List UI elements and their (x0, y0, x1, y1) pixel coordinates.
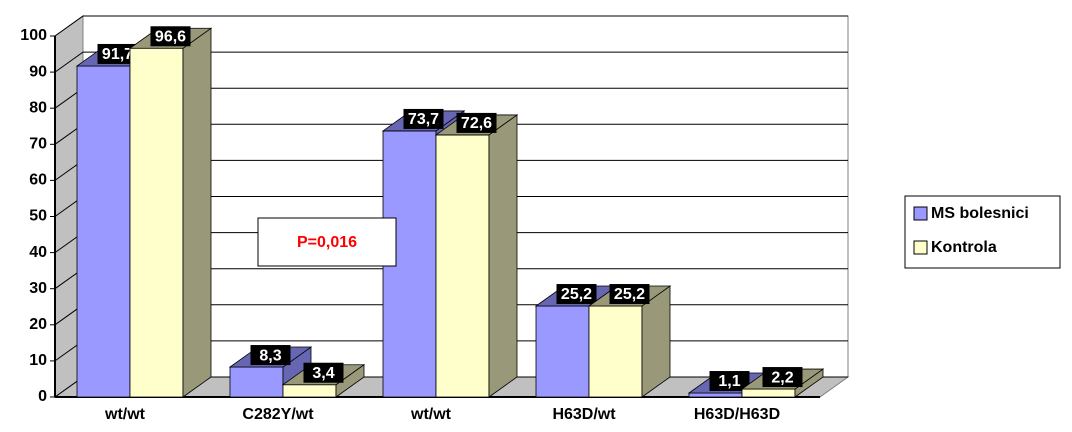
value-label-bg (97, 43, 138, 64)
bar (281, 363, 366, 398)
bar-side (488, 114, 518, 398)
value-label: 1,1 (718, 373, 740, 390)
bar-front (435, 134, 490, 398)
value-label: 91,7 (102, 46, 133, 63)
legend-swatch (913, 206, 928, 221)
value-label: 73,7 (408, 111, 439, 128)
bar-front (741, 388, 796, 398)
bar-front (129, 47, 184, 398)
value-label-bg (709, 371, 750, 392)
x-tick-label: wt/wt (104, 406, 146, 423)
bar-front (229, 366, 284, 398)
y-tick-label: 50 (29, 208, 47, 225)
value-label: 96,6 (155, 28, 186, 45)
legend-swatch (913, 240, 928, 255)
grid-line (54, 15, 848, 37)
annotation: P=0,016 (297, 234, 357, 251)
grid-line (54, 51, 848, 73)
value-label: 2,2 (771, 369, 793, 386)
y-tick-label: 0 (38, 388, 47, 405)
x-tick-label: C282Y/wt (242, 406, 314, 423)
value-label-bg (556, 284, 597, 305)
bar (128, 27, 213, 398)
x-tick-label: H63D/H63D (694, 406, 780, 423)
y-tick-label: 20 (29, 316, 47, 333)
value-label-bg (303, 362, 344, 383)
value-label: 3,4 (312, 365, 334, 382)
bar-front (588, 305, 643, 398)
bar-front (76, 65, 131, 398)
bar-side (182, 27, 212, 398)
y-tick-label: 10 (29, 352, 47, 369)
value-label-bg (456, 112, 497, 133)
bar-front (688, 392, 743, 398)
x-tick-label: H63D/wt (552, 406, 616, 423)
y-tick-label: 30 (29, 280, 47, 297)
annotation-box (257, 217, 397, 267)
value-label-bg (762, 367, 803, 388)
value-label: 72,6 (461, 115, 492, 132)
bar (434, 114, 519, 398)
value-label: 8,3 (259, 347, 281, 364)
bar-front (282, 384, 337, 398)
bar-front (535, 305, 590, 398)
y-tick-label: 70 (29, 136, 47, 153)
value-label: 25,2 (561, 286, 592, 303)
legend-label: Kontrola (931, 239, 997, 256)
y-tick-label: 40 (29, 244, 47, 261)
y-tick-label: 60 (29, 172, 47, 189)
legend-label: MS bolesnici (931, 205, 1029, 222)
value-label-bg (403, 108, 444, 129)
y-tick-label: 100 (20, 27, 47, 44)
value-label-bg (150, 26, 191, 47)
value-label-bg (250, 345, 291, 366)
value-label: 25,2 (614, 286, 645, 303)
x-tick-label: wt/wt (410, 406, 452, 423)
value-label-bg (609, 284, 650, 305)
y-tick-label: 80 (29, 99, 47, 116)
y-tick-label: 90 (29, 63, 47, 80)
legend-box (904, 195, 1061, 269)
